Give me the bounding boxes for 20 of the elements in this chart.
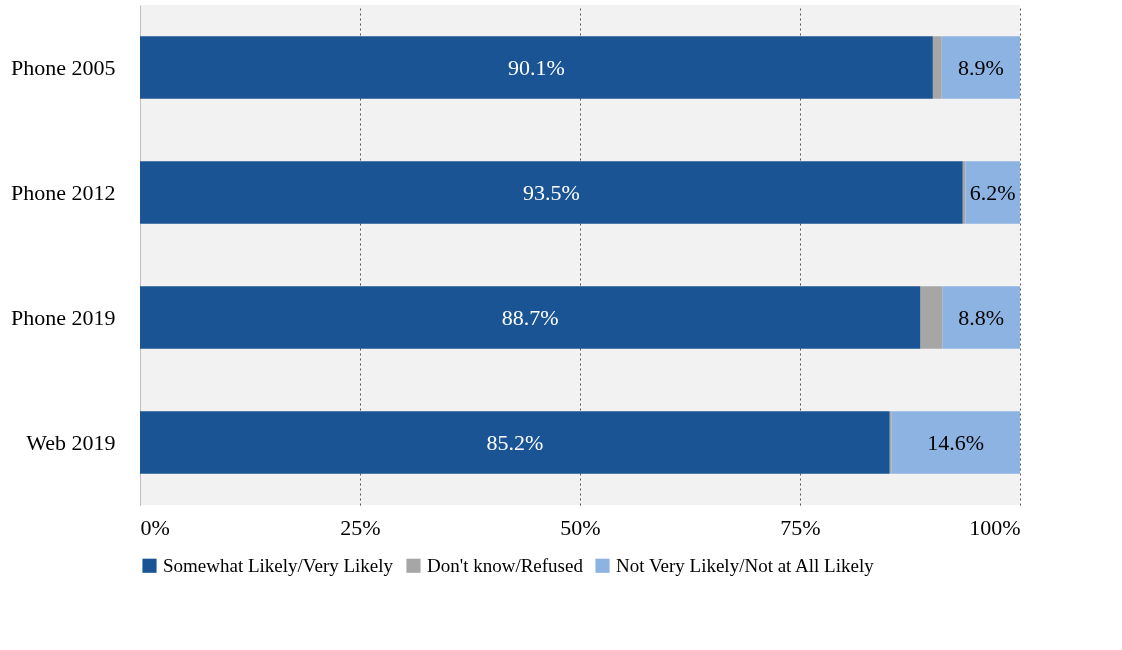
- y-tick-label: Phone 2012: [11, 179, 116, 205]
- y-tick-label: Phone 2019: [11, 304, 116, 330]
- data-label: 93.5%: [522, 179, 580, 205]
- data-label: 8.9%: [957, 54, 1004, 80]
- data-label: 90.1%: [508, 54, 565, 80]
- x-tick-label: 75%: [780, 514, 821, 540]
- data-label: 88.7%: [501, 304, 559, 330]
- data-label: 6.2%: [969, 179, 1016, 205]
- data-label: 85.2%: [486, 429, 544, 455]
- legend-label: Somewhat Likely/Very Likely: [163, 554, 394, 576]
- data-label: 8.8%: [958, 304, 1005, 330]
- x-tick-label: 25%: [340, 514, 381, 540]
- legend-label: Not Very Likely/Not at All Likely: [616, 554, 875, 576]
- x-tick-label: 100%: [969, 514, 1021, 540]
- legend-label: Don't know/Refused: [427, 554, 584, 576]
- data-label: 14.6%: [927, 429, 985, 455]
- x-tick-label: 0%: [140, 514, 170, 540]
- x-tick-label: 50%: [560, 514, 601, 540]
- y-tick-label: Web 2019: [26, 429, 116, 455]
- y-tick-label: Phone 2005: [11, 54, 116, 80]
